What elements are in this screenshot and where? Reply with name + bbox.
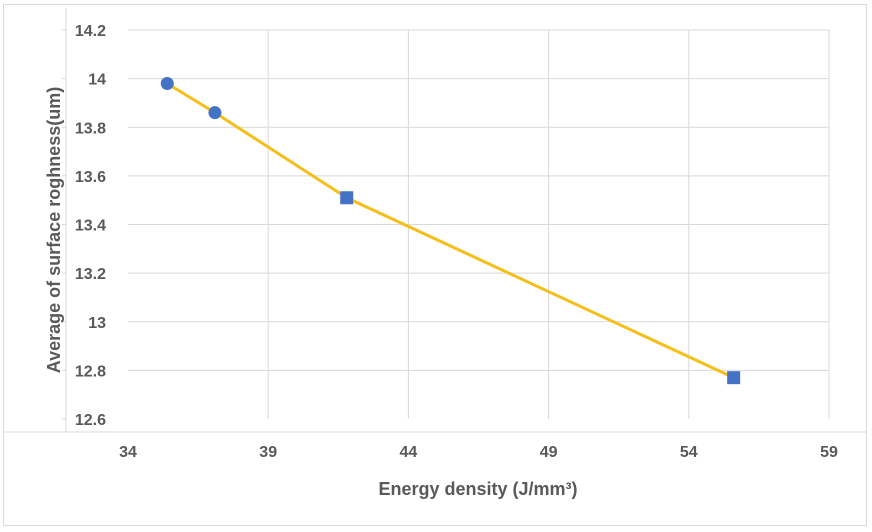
trend-line-group — [166, 82, 735, 380]
y-tick-label: 13.6 — [75, 169, 106, 186]
x-tick-label: 39 — [259, 444, 277, 461]
y-tick-label: 12.6 — [75, 412, 106, 429]
tick-labels: 34 39 44 49 54 59 12.6 12.8 13 13.2 13.4 13.6 13.8 14… — [75, 23, 838, 461]
y-tick-label: 14.2 — [75, 23, 106, 40]
y-tick-label: 13.4 — [75, 218, 106, 235]
y-tick-label: 14 — [88, 72, 106, 89]
y-tick-label: 12.8 — [75, 363, 106, 380]
grid-lines — [128, 29, 830, 419]
data-point-circle — [160, 76, 174, 90]
x-axis-title: Energy density (J/mm³) — [378, 479, 577, 499]
y-axis-title: Average of surface roghness(um) — [44, 87, 64, 373]
y-tick-label: 13.2 — [75, 266, 106, 283]
x-tick-label: 54 — [680, 444, 698, 461]
x-tick-label: 59 — [820, 444, 838, 461]
axes — [4, 8, 866, 433]
data-point-square — [340, 191, 354, 205]
x-tick-label: 49 — [540, 444, 558, 461]
data-point-square — [727, 371, 741, 385]
y-tick-label: 13 — [88, 315, 106, 332]
x-tick-label: 34 — [119, 444, 137, 461]
data-point-circle — [208, 106, 222, 120]
y-tick-label: 13.8 — [75, 120, 106, 137]
trend-line — [166, 82, 735, 380]
chart-frame — [3, 4, 867, 526]
data-points — [160, 76, 741, 385]
x-tick-label: 44 — [400, 444, 418, 461]
